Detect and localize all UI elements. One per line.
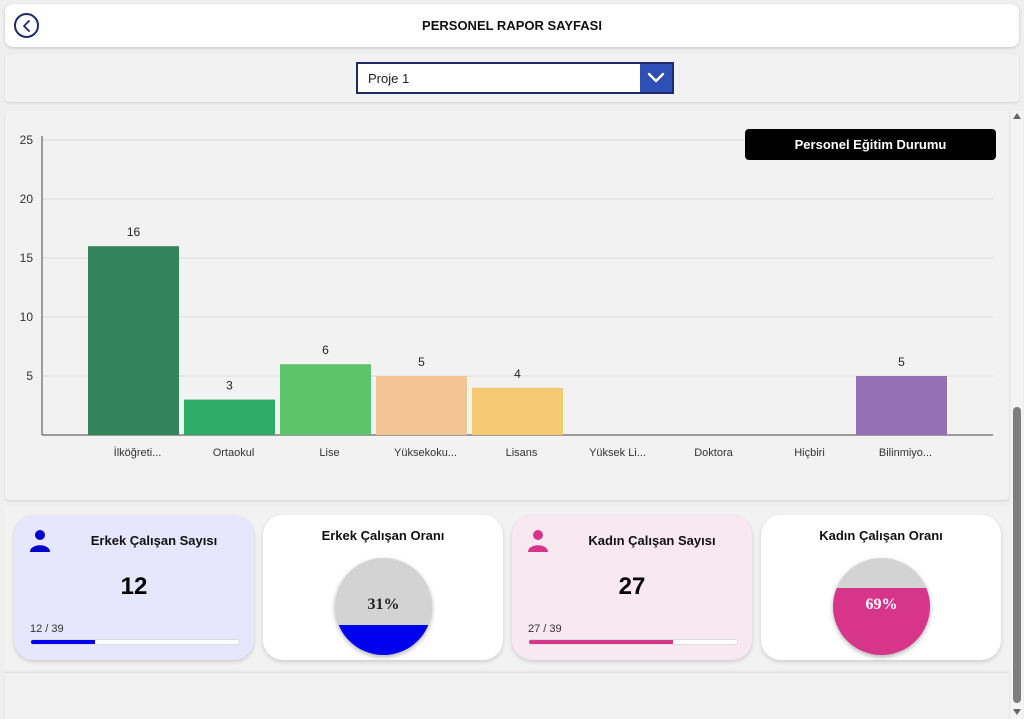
x-tick-label: Hiçbiri <box>794 447 825 459</box>
chart-panel: 5 10 15 20 25 16 İlköğreti... 3 Ortaokul 6 Lise 5 Yü… <box>5 111 1009 500</box>
y-tick-label: 5 <box>26 369 33 383</box>
male-count-fraction: 12 / 39 <box>30 623 64 635</box>
male-ratio-pie: 31% <box>335 558 432 655</box>
female-count-title: Kadın Çalışan Sayısı <box>588 533 716 548</box>
female-count-value: 27 <box>618 573 646 600</box>
male-progress-fill <box>31 640 96 644</box>
bar-value-label: 5 <box>418 355 425 369</box>
female-ratio-pie: 69% <box>833 558 930 655</box>
person-icon <box>528 530 548 552</box>
female-count-card: Kadın Çalışan Sayısı 27 27 / 39 <box>512 515 752 660</box>
bar-value-label: 3 <box>226 379 233 393</box>
stats-cards-row: Erkek Çalışan Sayısı 12 12 / 39 Erkek Ça… <box>5 507 1009 669</box>
education-bar-chart: 5 10 15 20 25 16 İlköğreti... 3 Ortaokul 6 Lise 5 Yü… <box>20 133 993 459</box>
female-progress-bar <box>528 639 738 645</box>
page-title: PERSONEL RAPOR SAYFASI <box>422 18 602 33</box>
header-bar: PERSONEL RAPOR SAYFASI <box>5 4 1019 47</box>
bar-value-label: 4 <box>514 367 521 381</box>
female-ratio-title: Kadın Çalışan Oranı <box>819 528 943 543</box>
x-tick-label: Yüksek Li... <box>589 447 646 459</box>
bar-value-label: 6 <box>322 343 329 357</box>
chart-title: Personel Eğitim Durumu <box>745 129 996 160</box>
y-tick-label: 10 <box>20 310 34 324</box>
male-count-title: Erkek Çalışan Sayısı <box>90 533 218 548</box>
x-tick-label: Yüksekoku... <box>394 447 457 459</box>
bar-value-label: 16 <box>127 225 141 239</box>
page-scrollbar[interactable] <box>1011 111 1023 719</box>
x-tick-label: Doktora <box>694 447 733 459</box>
bar <box>472 387 563 435</box>
y-tick-label: 20 <box>20 192 34 206</box>
y-tick-label: 25 <box>20 133 34 147</box>
bar <box>184 399 275 435</box>
scroll-down-arrow-icon[interactable] <box>1013 709 1021 715</box>
x-tick-label: İlköğreti... <box>114 446 162 459</box>
female-ratio-fill <box>833 588 930 655</box>
filter-bar: Proje 1 <box>5 54 1019 102</box>
female-ratio-card: Kadın Çalışan Oranı 69% <box>761 515 1001 660</box>
chevron-down-icon <box>647 72 665 83</box>
y-tick-label: 15 <box>20 251 34 265</box>
male-count-card: Erkek Çalışan Sayısı 12 12 / 39 <box>14 515 254 660</box>
bar <box>376 376 467 435</box>
bar <box>280 364 371 435</box>
scroll-thumb[interactable] <box>1013 407 1021 703</box>
male-ratio-title: Erkek Çalışan Oranı <box>321 528 445 543</box>
x-tick-label: Ortaokul <box>213 447 255 459</box>
x-tick-label: Lise <box>319 447 339 459</box>
male-ratio-fill <box>335 624 432 655</box>
scroll-up-arrow-icon[interactable] <box>1013 113 1021 119</box>
female-count-fraction: 27 / 39 <box>528 623 562 635</box>
bar-value-label: 5 <box>898 355 905 369</box>
chevron-left-icon <box>22 19 30 32</box>
back-button[interactable] <box>14 13 39 38</box>
bar <box>856 376 947 435</box>
male-progress-bar <box>30 639 240 645</box>
person-icon <box>30 530 50 552</box>
x-tick-label: Bilinmiyo... <box>879 447 932 459</box>
bottom-panel <box>5 673 1009 719</box>
project-dropdown-value: Proje 1 <box>368 70 410 86</box>
x-tick-label: Lisans <box>506 447 538 459</box>
female-progress-fill <box>529 640 673 644</box>
project-dropdown[interactable]: Proje 1 <box>356 62 674 94</box>
male-ratio-card: Erkek Çalışan Oranı 31% <box>263 515 503 660</box>
bar <box>88 246 179 435</box>
female-ratio-percent: 69% <box>865 596 898 613</box>
male-count-value: 12 <box>120 573 148 600</box>
dropdown-toggle[interactable] <box>640 64 672 92</box>
male-ratio-percent: 31% <box>367 596 400 613</box>
